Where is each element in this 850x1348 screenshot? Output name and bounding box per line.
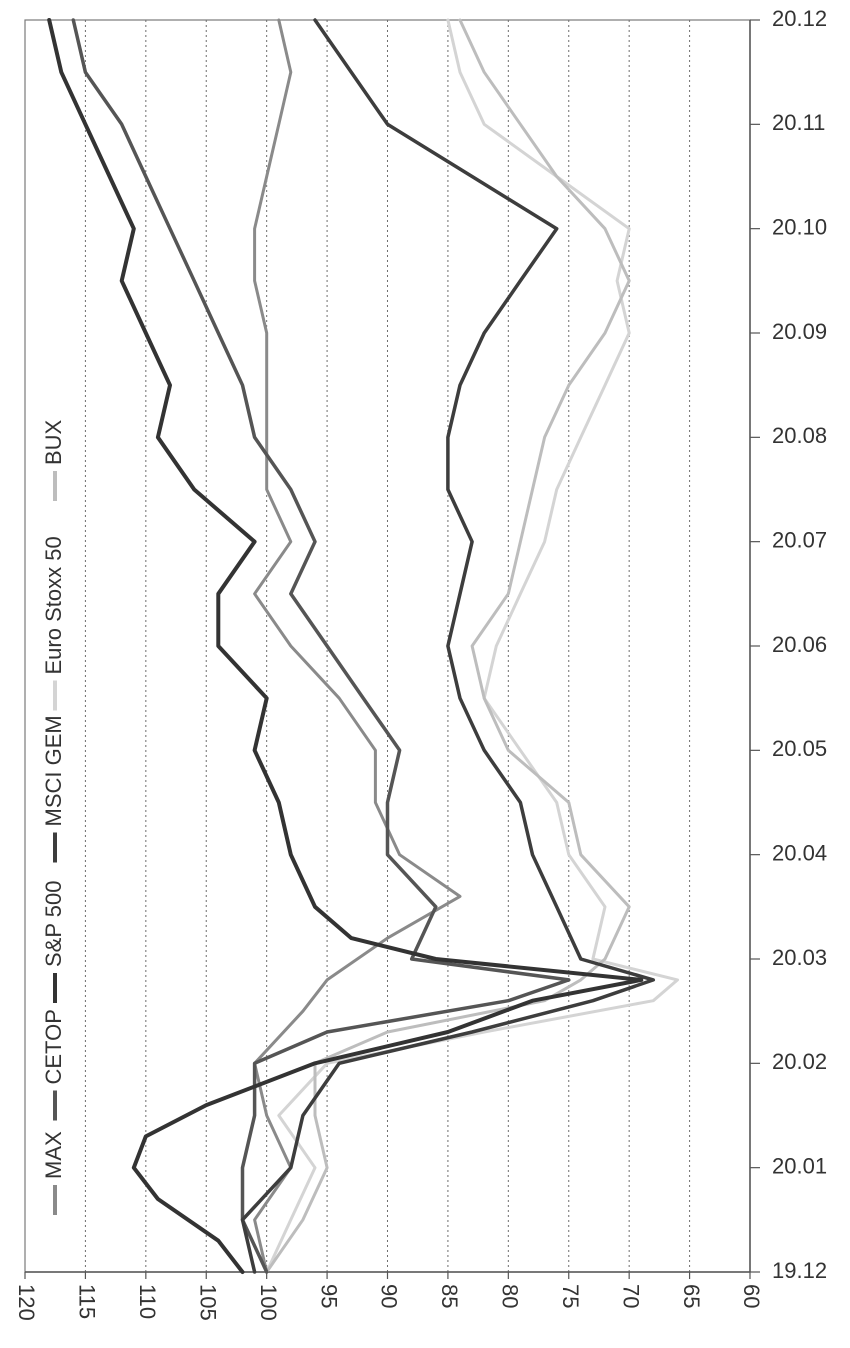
value-tick-label: 120 <box>14 1284 39 1321</box>
time-tick-label: 20.07 <box>772 527 827 552</box>
value-tick-label: 95 <box>316 1284 341 1308</box>
series-line-msci-gem <box>240 18 656 1274</box>
legend-item: Euro Stoxx 50 <box>41 536 66 711</box>
legend-label: S&P 500 <box>41 881 66 967</box>
series-line-max <box>253 18 462 1274</box>
value-tick-label: 85 <box>437 1284 462 1308</box>
legend-label: MSCI GEM <box>41 715 66 826</box>
time-tick-label: 20.08 <box>772 423 827 448</box>
value-tick-label: 105 <box>195 1284 220 1321</box>
time-tick-label: 20.11 <box>772 110 825 135</box>
time-tick-label: 20.09 <box>772 319 827 344</box>
legend-label: CETOP <box>41 1009 66 1084</box>
time-tick-label: 20.10 <box>772 214 827 239</box>
value-tick-label: 60 <box>739 1284 764 1308</box>
time-tick-label: 20.04 <box>772 840 827 865</box>
time-tick-label: 20.05 <box>772 736 827 761</box>
legend-item: BUX <box>41 419 66 501</box>
value-tick-label: 100 <box>256 1284 281 1321</box>
time-tick-label: 19.12 <box>772 1258 827 1283</box>
legend-label: Euro Stoxx 50 <box>41 536 66 674</box>
time-tick-label: 20.02 <box>772 1049 827 1074</box>
legend-item: CETOP <box>41 1009 66 1121</box>
legend-item: MAX <box>41 1131 66 1215</box>
series-line-s-p-500 <box>47 18 644 1274</box>
value-tick-label: 80 <box>498 1284 523 1308</box>
value-tick-label: 90 <box>377 1284 402 1308</box>
value-tick-label: 115 <box>75 1284 100 1319</box>
legend-label: BUX <box>41 419 66 465</box>
legend-item: MSCI GEM <box>41 715 66 863</box>
value-tick-label: 75 <box>558 1284 583 1308</box>
series-line-bux <box>265 18 631 1274</box>
legend-item: S&P 500 <box>41 881 66 1003</box>
time-tick-label: 20.06 <box>772 632 827 657</box>
legend-label: MAX <box>41 1131 66 1179</box>
time-tick-label: 20.03 <box>772 945 827 970</box>
value-tick-label: 110 <box>135 1284 160 1319</box>
time-tick-label: 20.01 <box>772 1153 827 1178</box>
value-tick-label: 70 <box>618 1284 643 1308</box>
value-tick-label: 65 <box>679 1284 704 1308</box>
series-line-cetop <box>71 18 571 1274</box>
time-tick-label: 20.12 <box>772 6 827 31</box>
